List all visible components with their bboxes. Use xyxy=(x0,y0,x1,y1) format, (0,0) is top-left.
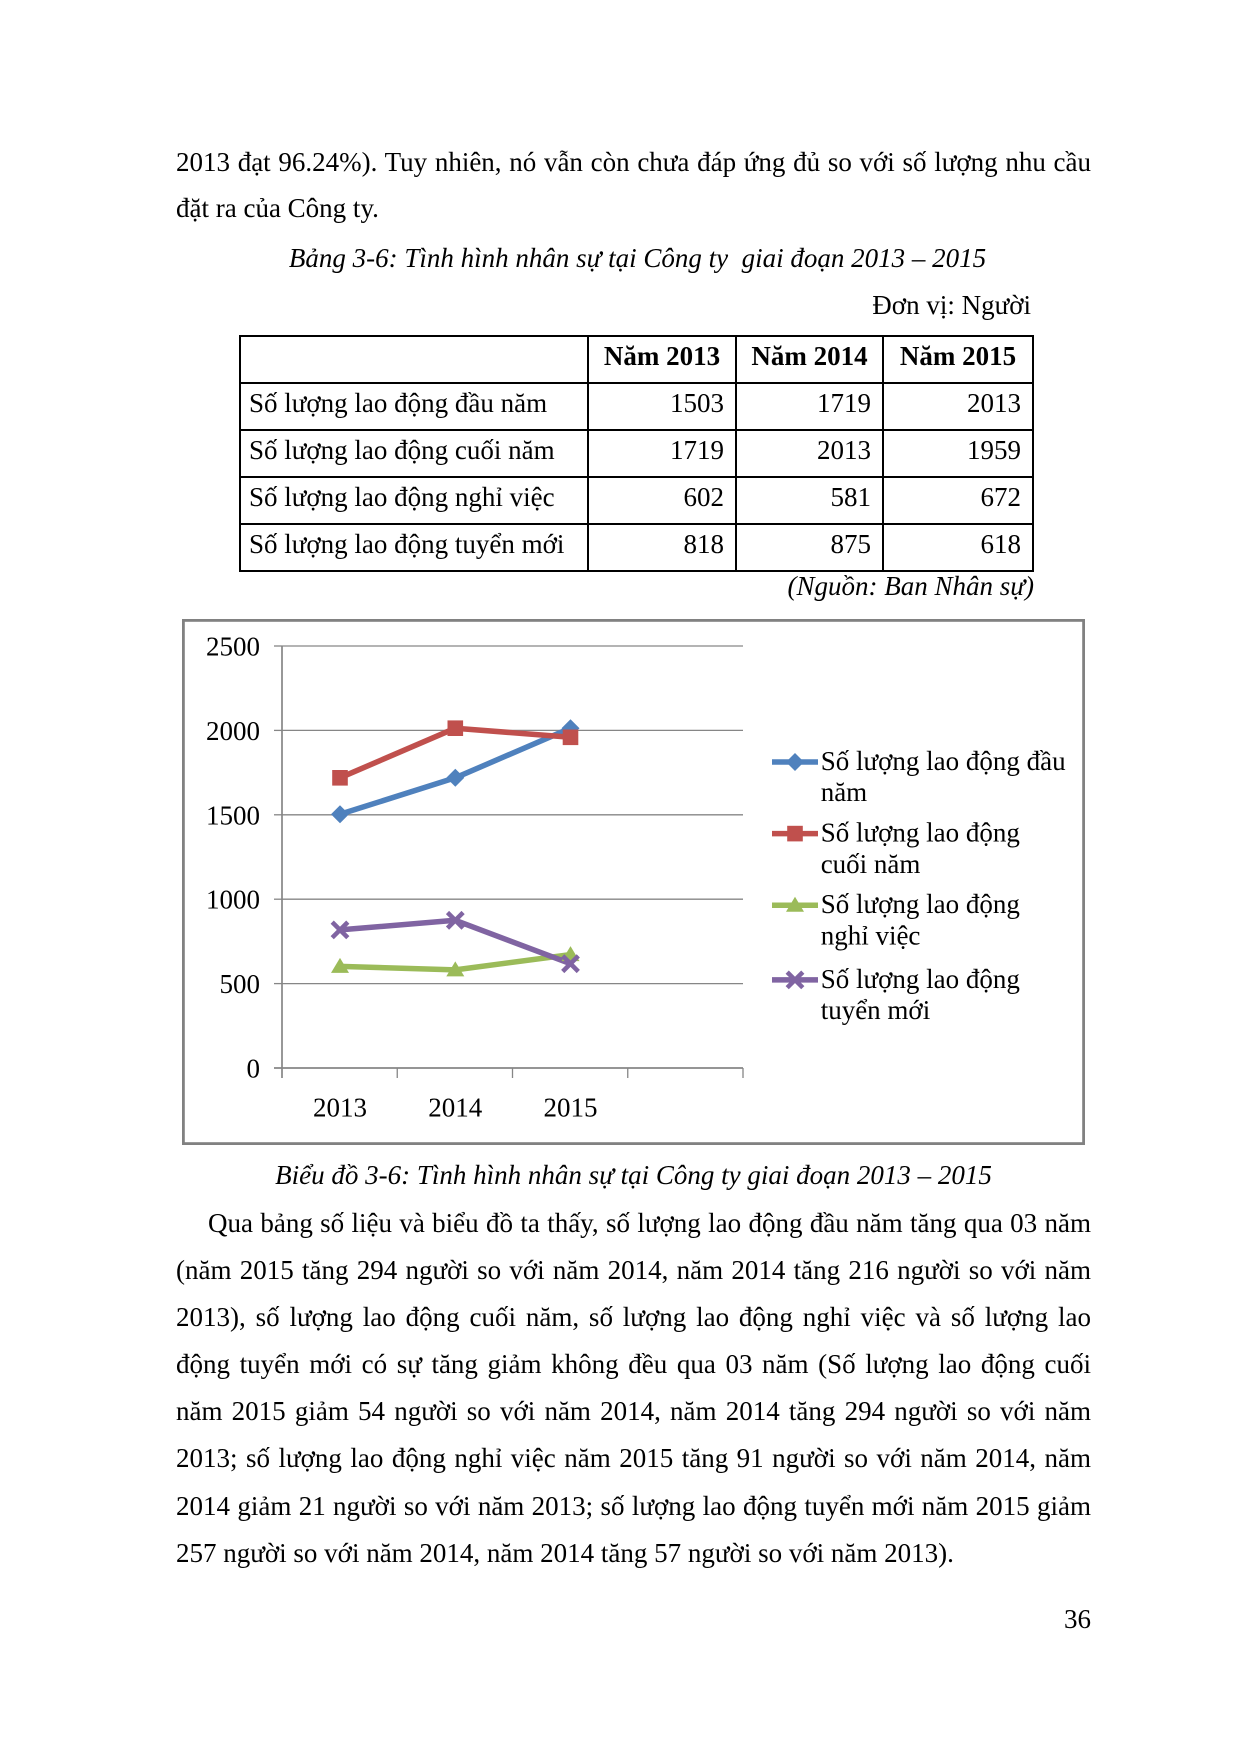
svg-text:tuyển mới: tuyển mới xyxy=(821,995,931,1025)
svg-text:Số lượng lao động đầu: Số lượng lao động đầu xyxy=(821,746,1066,776)
svg-text:500: 500 xyxy=(220,969,261,999)
svg-text:nghỉ việc: nghỉ việc xyxy=(821,920,921,950)
svg-text:Số lượng lao động: Số lượng lao động xyxy=(821,818,1020,848)
svg-text:Số lượng lao động: Số lượng lao động xyxy=(821,964,1020,994)
svg-text:2015: 2015 xyxy=(544,1092,598,1122)
svg-text:0: 0 xyxy=(247,1054,261,1084)
svg-text:cuối năm: cuối năm xyxy=(821,849,921,879)
svg-text:Số lượng lao động: Số lượng lao động xyxy=(821,889,1020,919)
svg-text:2013: 2013 xyxy=(313,1092,367,1122)
svg-text:2014: 2014 xyxy=(428,1092,483,1122)
svg-text:2500: 2500 xyxy=(206,632,260,662)
svg-text:1500: 1500 xyxy=(206,800,260,830)
svg-text:2000: 2000 xyxy=(206,716,260,746)
svg-text:năm: năm xyxy=(821,777,868,807)
svg-text:1000: 1000 xyxy=(206,885,260,915)
